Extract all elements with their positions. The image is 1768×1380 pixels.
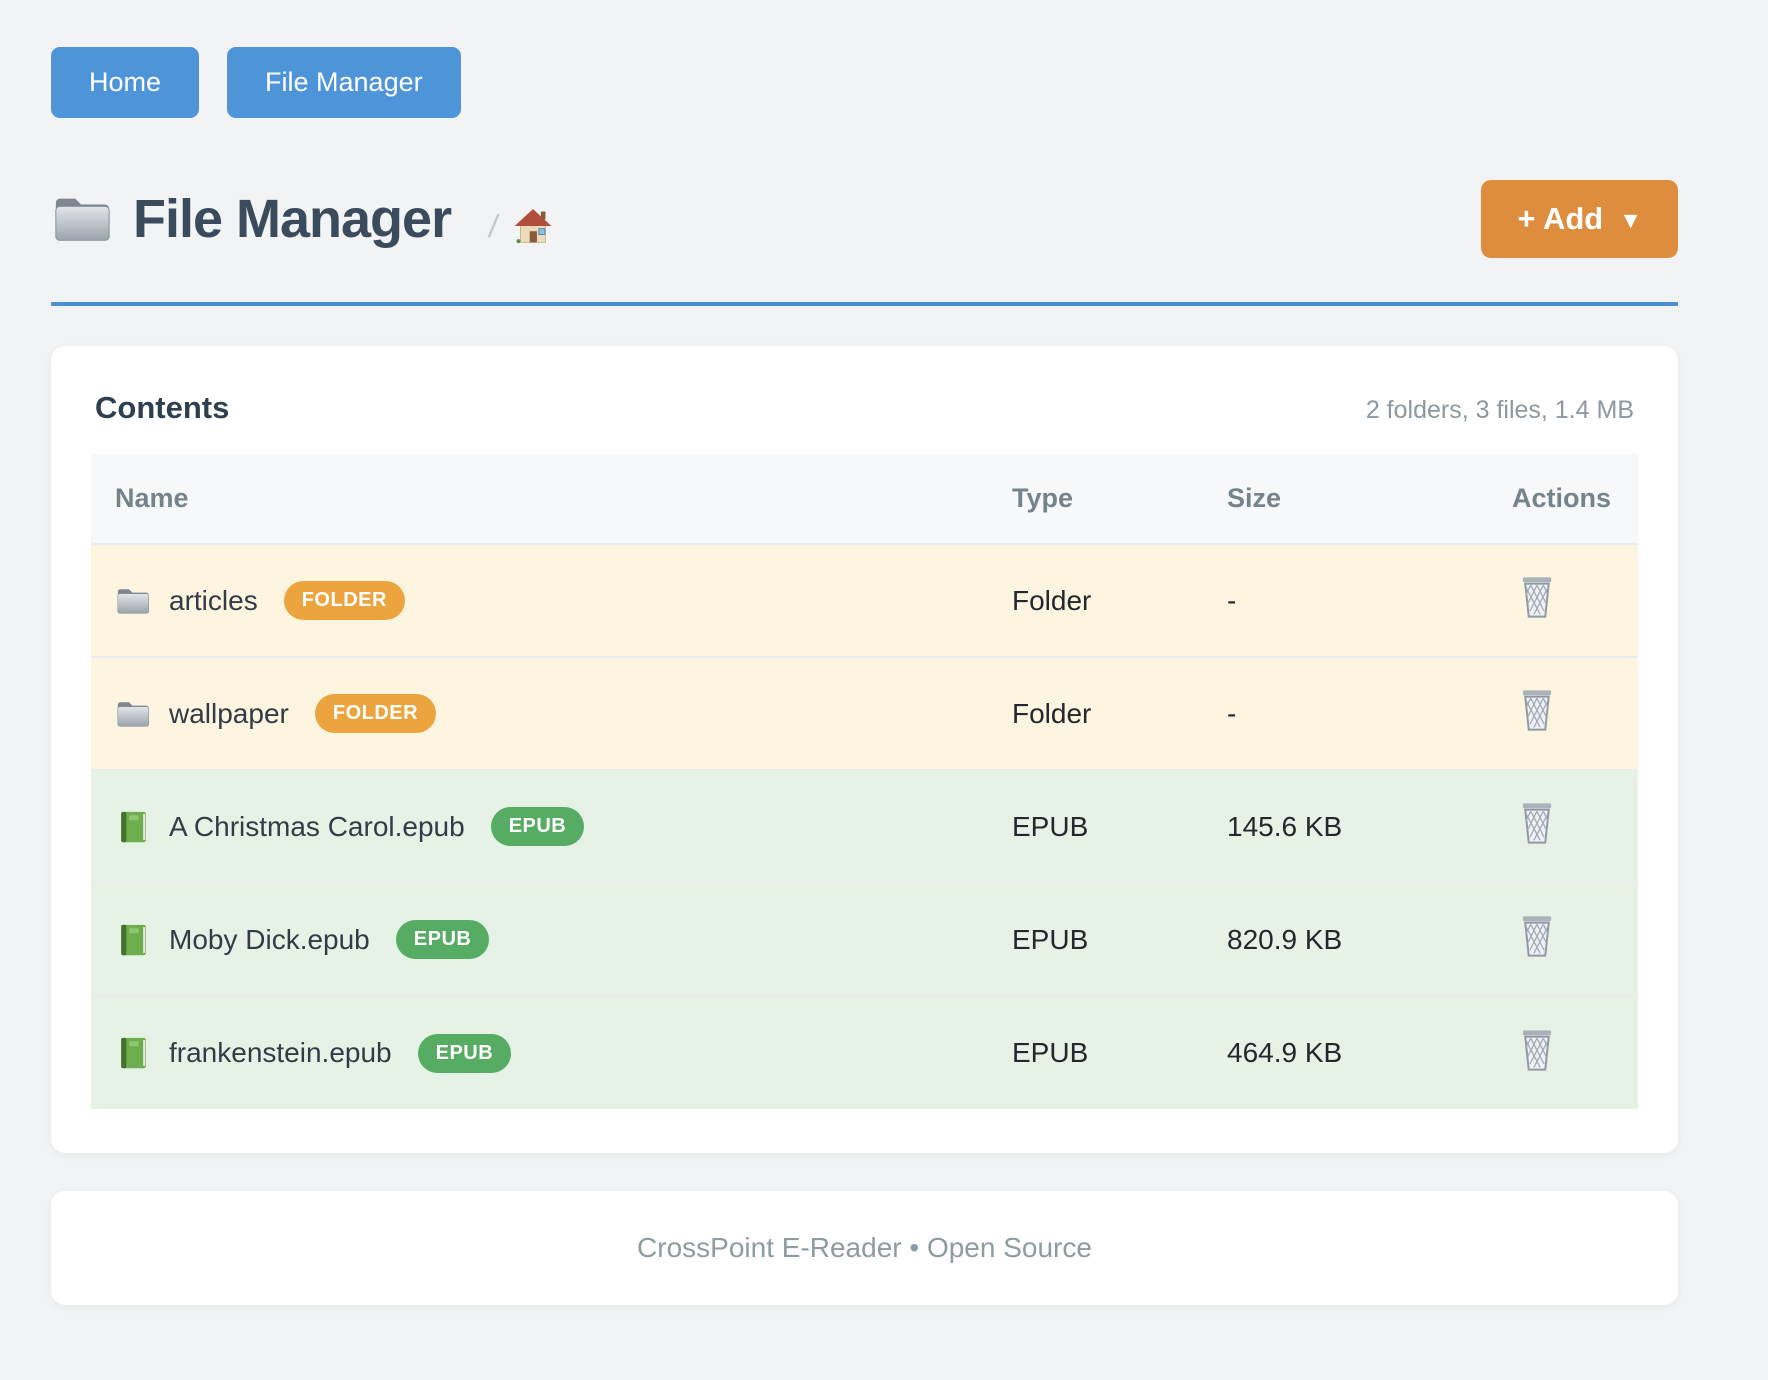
table-body: articles FOLDER Folder - wallpaper FOLDER Fold… (91, 543, 1638, 1109)
trash-icon (1518, 801, 1556, 845)
delete-button[interactable] (1518, 914, 1556, 958)
table-row[interactable]: frankenstein.epub EPUB EPUB 464.9 KB (91, 995, 1638, 1109)
delete-button[interactable] (1518, 801, 1556, 845)
actions-cell (1488, 543, 1638, 657)
folder-icon (115, 583, 151, 619)
size-cell: 820.9 KB (1203, 882, 1488, 996)
table-row[interactable]: articles FOLDER Folder - (91, 543, 1638, 657)
trash-icon (1518, 688, 1556, 732)
book-icon (115, 1035, 151, 1071)
type-cell: EPUB (988, 769, 1203, 883)
type-cell: EPUB (988, 995, 1203, 1109)
contents-card-header: Contents 2 folders, 3 files, 1.4 MB (91, 390, 1638, 426)
type-cell: Folder (988, 656, 1203, 770)
table-header-row: Name Type Size Actions (91, 454, 1638, 544)
page-title: File Manager (133, 189, 452, 249)
actions-cell (1488, 769, 1638, 883)
footer: CrossPoint E-Reader • Open Source (51, 1191, 1678, 1305)
chevron-down-icon: ▼ (1619, 206, 1642, 233)
footer-text: CrossPoint E-Reader • Open Source (637, 1232, 1092, 1263)
trash-icon (1518, 914, 1556, 958)
contents-title: Contents (95, 390, 230, 425)
file-table: Name Type Size Actions articles FOLDER Fol… (91, 454, 1638, 1109)
nav-home-button[interactable]: Home (51, 47, 200, 118)
name-cell: A Christmas Carol.epub EPUB (91, 769, 988, 883)
page-header: File Manager / + Add ▼ (51, 180, 1678, 306)
nav-file-manager-button[interactable]: File Manager (227, 47, 461, 118)
name-cell: frankenstein.epub EPUB (91, 995, 988, 1109)
delete-button[interactable] (1518, 688, 1556, 732)
contents-summary: 2 folders, 3 files, 1.4 MB (1365, 396, 1634, 424)
size-cell: 145.6 KB (1203, 769, 1488, 883)
column-header-size: Size (1203, 454, 1488, 544)
folder-icon (115, 696, 151, 732)
delete-button[interactable] (1518, 575, 1556, 619)
type-badge: EPUB (417, 1033, 512, 1073)
column-header-actions: Actions (1488, 454, 1638, 544)
breadcrumb: / (486, 205, 554, 247)
table-row[interactable]: A Christmas Carol.epub EPUB EPUB 145.6 KB (91, 769, 1638, 883)
add-button[interactable]: + Add ▼ (1481, 180, 1678, 258)
title-wrap: File Manager / (51, 188, 554, 250)
delete-button[interactable] (1518, 1028, 1556, 1072)
file-name: A Christmas Carol.epub (169, 810, 465, 842)
name-cell: wallpaper FOLDER (91, 656, 988, 770)
breadcrumb-home-link[interactable] (512, 205, 554, 247)
book-icon (115, 922, 151, 958)
actions-cell (1488, 995, 1638, 1109)
column-header-name: Name (91, 454, 988, 544)
size-cell: 464.9 KB (1203, 995, 1488, 1109)
type-cell: EPUB (988, 882, 1203, 996)
type-badge: FOLDER (283, 581, 405, 620)
file-name: wallpaper (169, 697, 289, 729)
size-cell: - (1203, 656, 1488, 770)
file-name: frankenstein.epub (169, 1037, 392, 1068)
type-badge: EPUB (490, 807, 585, 846)
table-row[interactable]: Moby Dick.epub EPUB EPUB 820.9 KB (91, 882, 1638, 996)
actions-cell (1488, 882, 1638, 996)
name-cell: Moby Dick.epub EPUB (91, 882, 988, 996)
name-cell: articles FOLDER (91, 543, 988, 657)
file-name: articles (169, 584, 258, 616)
contents-card: Contents 2 folders, 3 files, 1.4 MB Name… (51, 346, 1678, 1153)
breadcrumb-separator: / (486, 207, 501, 244)
file-name: Moby Dick.epub (169, 923, 370, 955)
type-cell: Folder (988, 543, 1203, 657)
book-icon (115, 809, 151, 845)
trash-icon (1518, 1028, 1556, 1072)
column-header-type: Type (988, 454, 1203, 544)
top-nav: Home File Manager (51, 47, 1678, 118)
actions-cell (1488, 656, 1638, 770)
table-row[interactable]: wallpaper FOLDER Folder - (91, 656, 1638, 770)
add-button-label: + Add (1517, 201, 1604, 236)
size-cell: - (1203, 543, 1488, 657)
type-badge: EPUB (395, 920, 490, 959)
house-icon (512, 205, 554, 247)
folder-icon (51, 188, 113, 250)
trash-icon (1518, 575, 1556, 619)
type-badge: FOLDER (314, 694, 437, 733)
